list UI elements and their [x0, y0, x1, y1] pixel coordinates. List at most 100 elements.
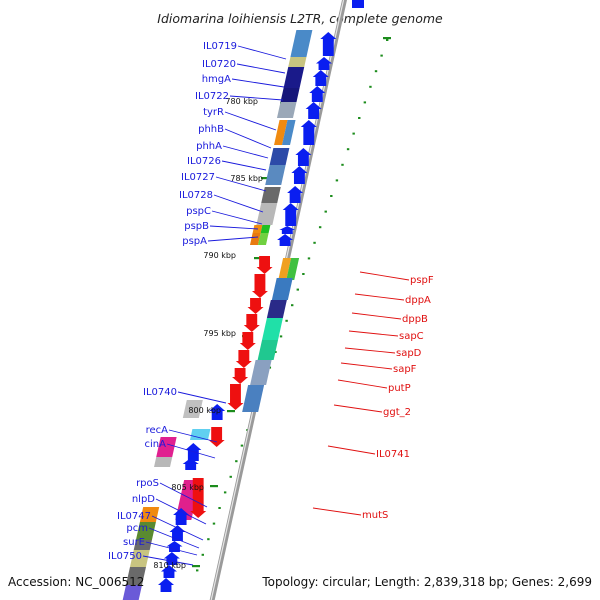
- forward-gene-label: surE: [123, 537, 145, 548]
- cog-box: [242, 385, 265, 412]
- forward-gene-arrow: [282, 203, 299, 226]
- reverse-gene-arrow: [239, 332, 256, 350]
- forward-gene-arrow: [182, 458, 199, 470]
- forward-gene-label: tyrR: [203, 107, 224, 118]
- reverse-gene-arrow: [232, 368, 249, 384]
- reverse-label-leader: [327, 445, 376, 455]
- forward-gene-label: IL0740: [143, 387, 177, 398]
- minor-tick: [223, 491, 227, 494]
- forward-gene-arrow: [279, 226, 296, 234]
- forward-label-leader: [231, 78, 285, 88]
- forward-label-leader: [145, 541, 198, 556]
- minor-tick: [218, 507, 221, 509]
- reverse-label-leader: [337, 379, 388, 389]
- forward-label-leader: [213, 194, 264, 213]
- reverse-gene-label: dppA: [405, 295, 431, 306]
- gene-label-leaders: [142, 45, 410, 566]
- cog-box: [126, 567, 146, 585]
- forward-gene-label: IL0720: [202, 59, 236, 70]
- reverse-label-leader: [351, 312, 402, 320]
- forward-label-leader: [236, 63, 286, 74]
- reverse-gene-label: sapF: [393, 364, 417, 375]
- cog-box: [282, 120, 296, 145]
- reverse-label-leader: [333, 404, 383, 413]
- reverse-label-leader: [312, 507, 362, 516]
- minor-tick: [341, 163, 344, 166]
- cog-box: [257, 233, 269, 245]
- forward-label-leader: [142, 555, 194, 566]
- cog-box: [278, 258, 292, 280]
- forward-gene-arrow: [295, 148, 312, 166]
- minor-tick: [279, 335, 283, 338]
- minor-tick: [369, 85, 372, 88]
- reverse-gene-label: ggt_2: [383, 407, 411, 418]
- cog-box: [156, 437, 177, 457]
- reverse-gene-label: pspF: [410, 275, 434, 286]
- gene-labels: IL0719 IL0720 hmgA IL0722 tyrR phhB phhA IL0726…: [108, 41, 434, 562]
- reverse-gene-label: sapC: [399, 331, 424, 342]
- reverse-gene-arrow: [256, 256, 273, 274]
- cog-box: [256, 203, 278, 225]
- forward-label-leader: [224, 128, 272, 149]
- reverse-gene-arrow: [251, 274, 268, 298]
- forward-gene-arrow: [166, 541, 183, 552]
- minor-tick: [358, 117, 361, 119]
- forward-label-leader: [224, 111, 277, 131]
- forward-label-leader: [211, 210, 263, 225]
- accession-text: Accession: NC_006512: [8, 575, 144, 589]
- kbp-markers: 780 kbp 785 kbp 790 kbp 795 kbp 800 kbp 805 k…: [153, 97, 263, 570]
- major-tick: [192, 565, 200, 568]
- minor-tick: [346, 148, 350, 151]
- forward-label-leader: [151, 515, 204, 541]
- forward-gene-label: recA: [146, 425, 169, 436]
- forward-gene-arrow: [309, 86, 326, 102]
- forward-label-leader: [159, 482, 208, 508]
- cog-box: [154, 457, 173, 467]
- forward-gene-arrow: [320, 32, 337, 56]
- cog-box: [261, 187, 281, 203]
- cog-box: [266, 300, 287, 318]
- reverse-label-leader: [348, 330, 399, 337]
- major-tick: [261, 177, 269, 180]
- minor-tick: [380, 54, 383, 57]
- forward-gene-label: hmgA: [202, 74, 231, 85]
- minor-tick: [201, 553, 204, 556]
- forward-label-leader: [229, 95, 284, 101]
- minor-tick: [285, 319, 288, 322]
- forward-gene-label: IL0747: [117, 511, 151, 522]
- minor-tick: [330, 195, 333, 197]
- major-tick: [210, 485, 218, 488]
- reverse-label-leader: [344, 347, 396, 354]
- reverse-gene-arrow: [247, 298, 264, 314]
- forward-label-leader: [177, 391, 227, 404]
- reverse-gene-label: sapD: [396, 348, 422, 359]
- cog-box: [290, 30, 313, 57]
- reverse-label-leader: [340, 362, 393, 370]
- forward-gene-label: IL0722: [195, 91, 229, 102]
- cog-box: [182, 400, 203, 418]
- cog-box: [250, 360, 272, 385]
- forward-gene-label: pcm: [126, 523, 148, 534]
- forward-gene-label: pspC: [186, 206, 211, 217]
- forward-gene-arrow: [352, 0, 364, 8]
- reverse-gene-arrow: [208, 427, 225, 447]
- topology-text: Topology: circular; Length: 2,839,318 bp…: [261, 575, 592, 589]
- cog-box: [286, 258, 300, 280]
- major-tick: [254, 257, 262, 260]
- cog-box: [288, 57, 307, 67]
- kbp-marker: 785 kbp: [230, 174, 263, 183]
- forward-label-leader: [155, 498, 207, 525]
- kbp-marker: 800 kbp: [188, 406, 221, 415]
- forward-label-leader: [222, 145, 269, 159]
- forward-gene-arrow: [209, 404, 226, 420]
- forward-gene-label: phhB: [198, 124, 224, 135]
- forward-label-leader: [237, 45, 287, 60]
- forward-gene-arrow: [291, 166, 308, 184]
- forward-gene-arrow: [305, 102, 322, 119]
- cog-box: [262, 318, 283, 340]
- cog-box: [271, 278, 293, 300]
- forward-gene-arrow: [169, 525, 186, 541]
- forward-gene-arrow: [173, 508, 190, 525]
- cog-box: [260, 225, 271, 233]
